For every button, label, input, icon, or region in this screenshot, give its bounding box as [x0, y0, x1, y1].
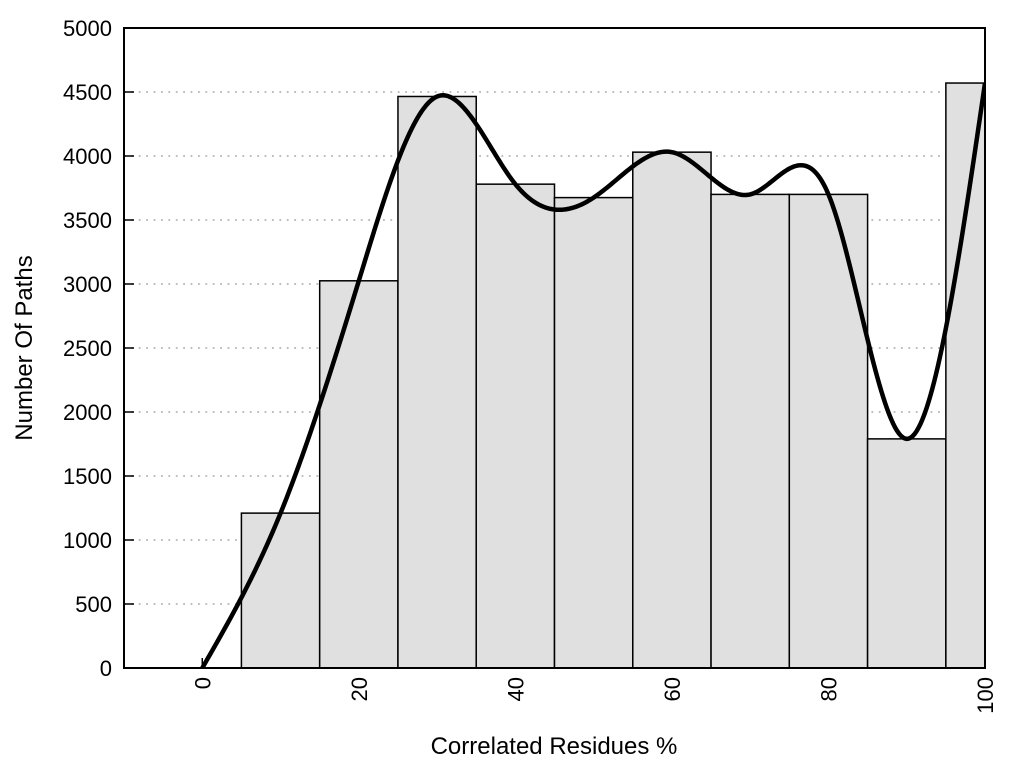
x-tick-label: 100 — [973, 677, 998, 714]
histogram-bar — [475, 183, 556, 668]
y-tick-label: 3500 — [63, 208, 112, 233]
density-curve — [200, 82, 985, 668]
histogram-bar — [866, 438, 947, 668]
x-tick-label: 0 — [190, 677, 215, 689]
tick-labels-layer: 0500100015002000250030003500400045005000… — [63, 16, 998, 714]
histogram-bar — [945, 82, 985, 668]
y-tick-label: 3000 — [63, 272, 112, 297]
histogram-bar — [553, 196, 634, 668]
histogram-bar — [240, 512, 321, 668]
histogram-bar — [788, 193, 869, 668]
histogram-bars-layer — [240, 82, 985, 668]
x-tick-label: 60 — [660, 677, 685, 701]
x-tick-label: 40 — [503, 677, 528, 701]
plot-border — [123, 27, 986, 669]
y-tick-label: 500 — [75, 592, 112, 617]
y-tick-label: 4500 — [63, 80, 112, 105]
x-tick-label: 20 — [347, 677, 372, 701]
y-tick-label: 5000 — [63, 16, 112, 41]
y-tick-label: 4000 — [63, 144, 112, 169]
y-tick-label: 1000 — [63, 528, 112, 553]
y-axis-title: Number Of Paths — [11, 255, 38, 440]
y-tick-label: 2000 — [63, 400, 112, 425]
y-tick-label: 1500 — [63, 464, 112, 489]
spline-curve-layer — [200, 82, 985, 668]
y-tick-label: 2500 — [63, 336, 112, 361]
histogram-bar — [397, 95, 477, 668]
histogram-bar — [318, 280, 399, 668]
y-tick-label: 0 — [100, 656, 112, 681]
histogram-bar — [710, 193, 791, 668]
histogram-bar — [632, 151, 712, 668]
x-tick-label: 80 — [816, 677, 841, 701]
x-axis-title: Correlated Residues % — [431, 733, 678, 760]
